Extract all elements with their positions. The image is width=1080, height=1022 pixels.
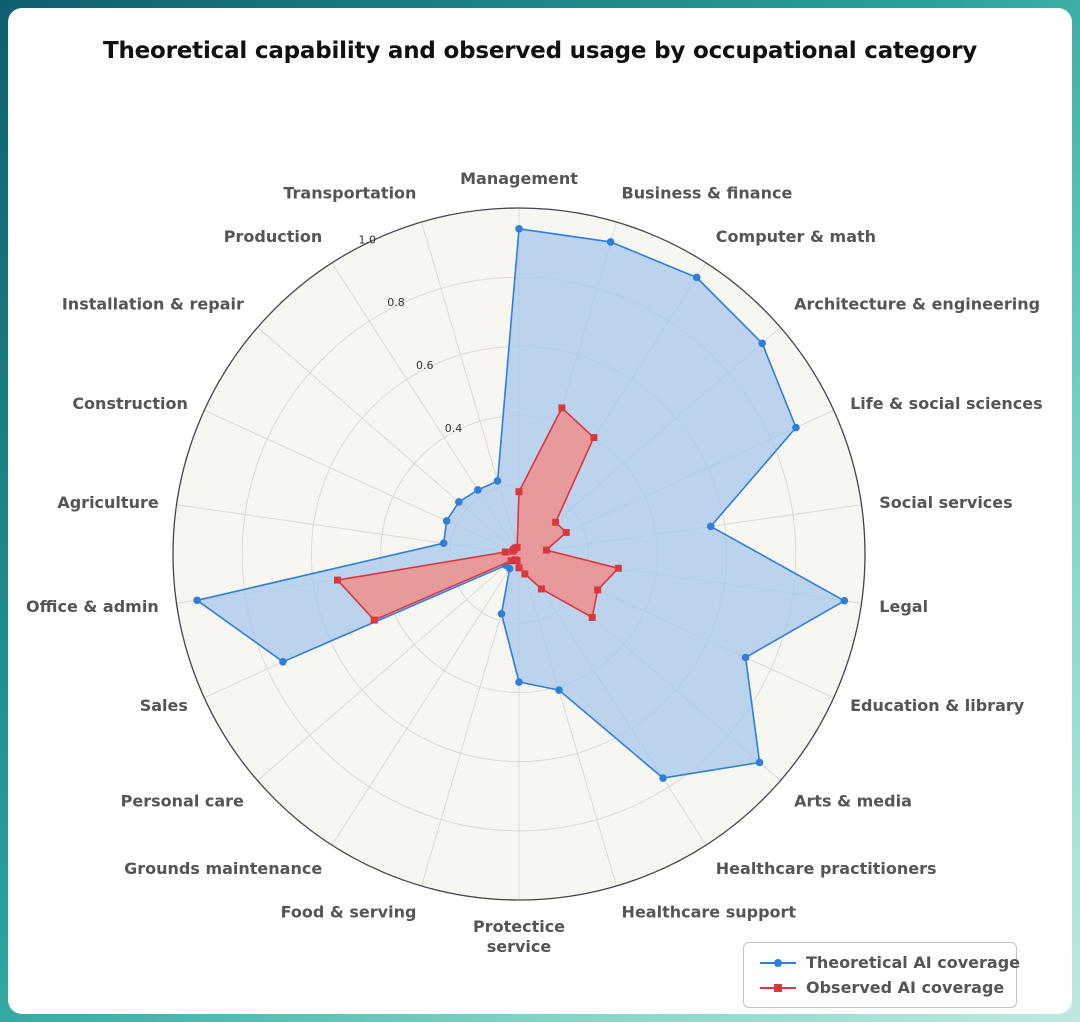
observed-point [542,546,550,554]
observed-point [594,586,602,594]
category-label: Legal [879,597,928,616]
observed-point [521,570,529,578]
category-label: Arts & media [794,791,912,810]
category-label: Social services [879,493,1012,512]
theoretical-point [555,686,563,694]
category-label: Management [460,169,578,188]
observed-point [552,518,560,526]
theoretical-point [515,678,523,686]
observed-point [513,543,521,551]
radial-tick-label: 1.0 [359,233,377,246]
chart-title: Theoretical capability and observed usag… [102,38,978,64]
theoretical-point [706,522,715,531]
theoretical-point [755,758,764,767]
category-label: Personal care [121,791,244,810]
grid-spoke [257,553,520,781]
observed-point [515,488,523,496]
category-label: Education & library [850,696,1025,715]
category-label: Installation & repair [62,295,244,314]
theoretical-point [840,596,849,605]
theoretical-point [279,658,287,666]
legend: Theoretical AI coverage Observed AI cove… [743,942,1021,1008]
observed-point [614,564,622,572]
category-label: Computer & math [716,227,876,246]
category-label: Healthcare support [622,902,797,921]
category-label: Transportation [283,184,416,203]
theoretical-point [193,596,201,605]
theoretical-point [439,539,448,547]
radial-tick-label: 0.8 [387,296,405,309]
category-label: Healthcare practitioners [716,859,937,878]
category-label: Agriculture [57,493,159,512]
theoretical-point [758,339,766,348]
theoretical-point [497,609,506,618]
theoretical-point [741,653,750,662]
category-label: Construction [72,394,188,413]
legend-circle-marker-icon [760,959,796,967]
observed-point [370,616,378,624]
theoretical-point [792,423,800,432]
category-label: Life & social sciences [850,394,1043,413]
observed-point [562,528,570,536]
category-label: Architecture & engineering [794,295,1040,314]
theoretical-point [515,224,523,233]
category-label: Sales [140,696,188,715]
theoretical-point [659,774,667,782]
observed-point [590,434,598,442]
theoretical-point [692,273,701,282]
observed-point [511,556,519,564]
observed-point [333,576,341,584]
observed-point [515,564,523,572]
category-label: Protectice service [473,917,565,956]
category-label: Food & serving [281,902,417,921]
category-label: Business & finance [622,184,793,203]
theoretical-point [474,486,482,494]
category-label: Grounds maintenance [124,859,322,878]
radial-tick-label: 0.4 [445,422,463,435]
legend-square-marker-icon [760,984,796,992]
legend-label-theoretical: Theoretical AI coverage [806,953,1021,972]
category-label: Production [224,227,322,246]
category-label: Office & admin [26,597,159,616]
theoretical-point [493,477,502,485]
grid-spoke [331,553,520,846]
observed-point [537,585,545,593]
theoretical-point [606,238,615,246]
observed-point [558,404,566,412]
observed-point [588,613,596,621]
theoretical-point [442,517,451,525]
legend-label-observed: Observed AI coverage [806,978,1005,997]
radial-tick-label: 0.6 [416,359,434,372]
observed-point [501,548,509,556]
outer-ring [172,207,866,901]
theoretical-point [455,498,463,506]
observed-point [507,557,515,565]
